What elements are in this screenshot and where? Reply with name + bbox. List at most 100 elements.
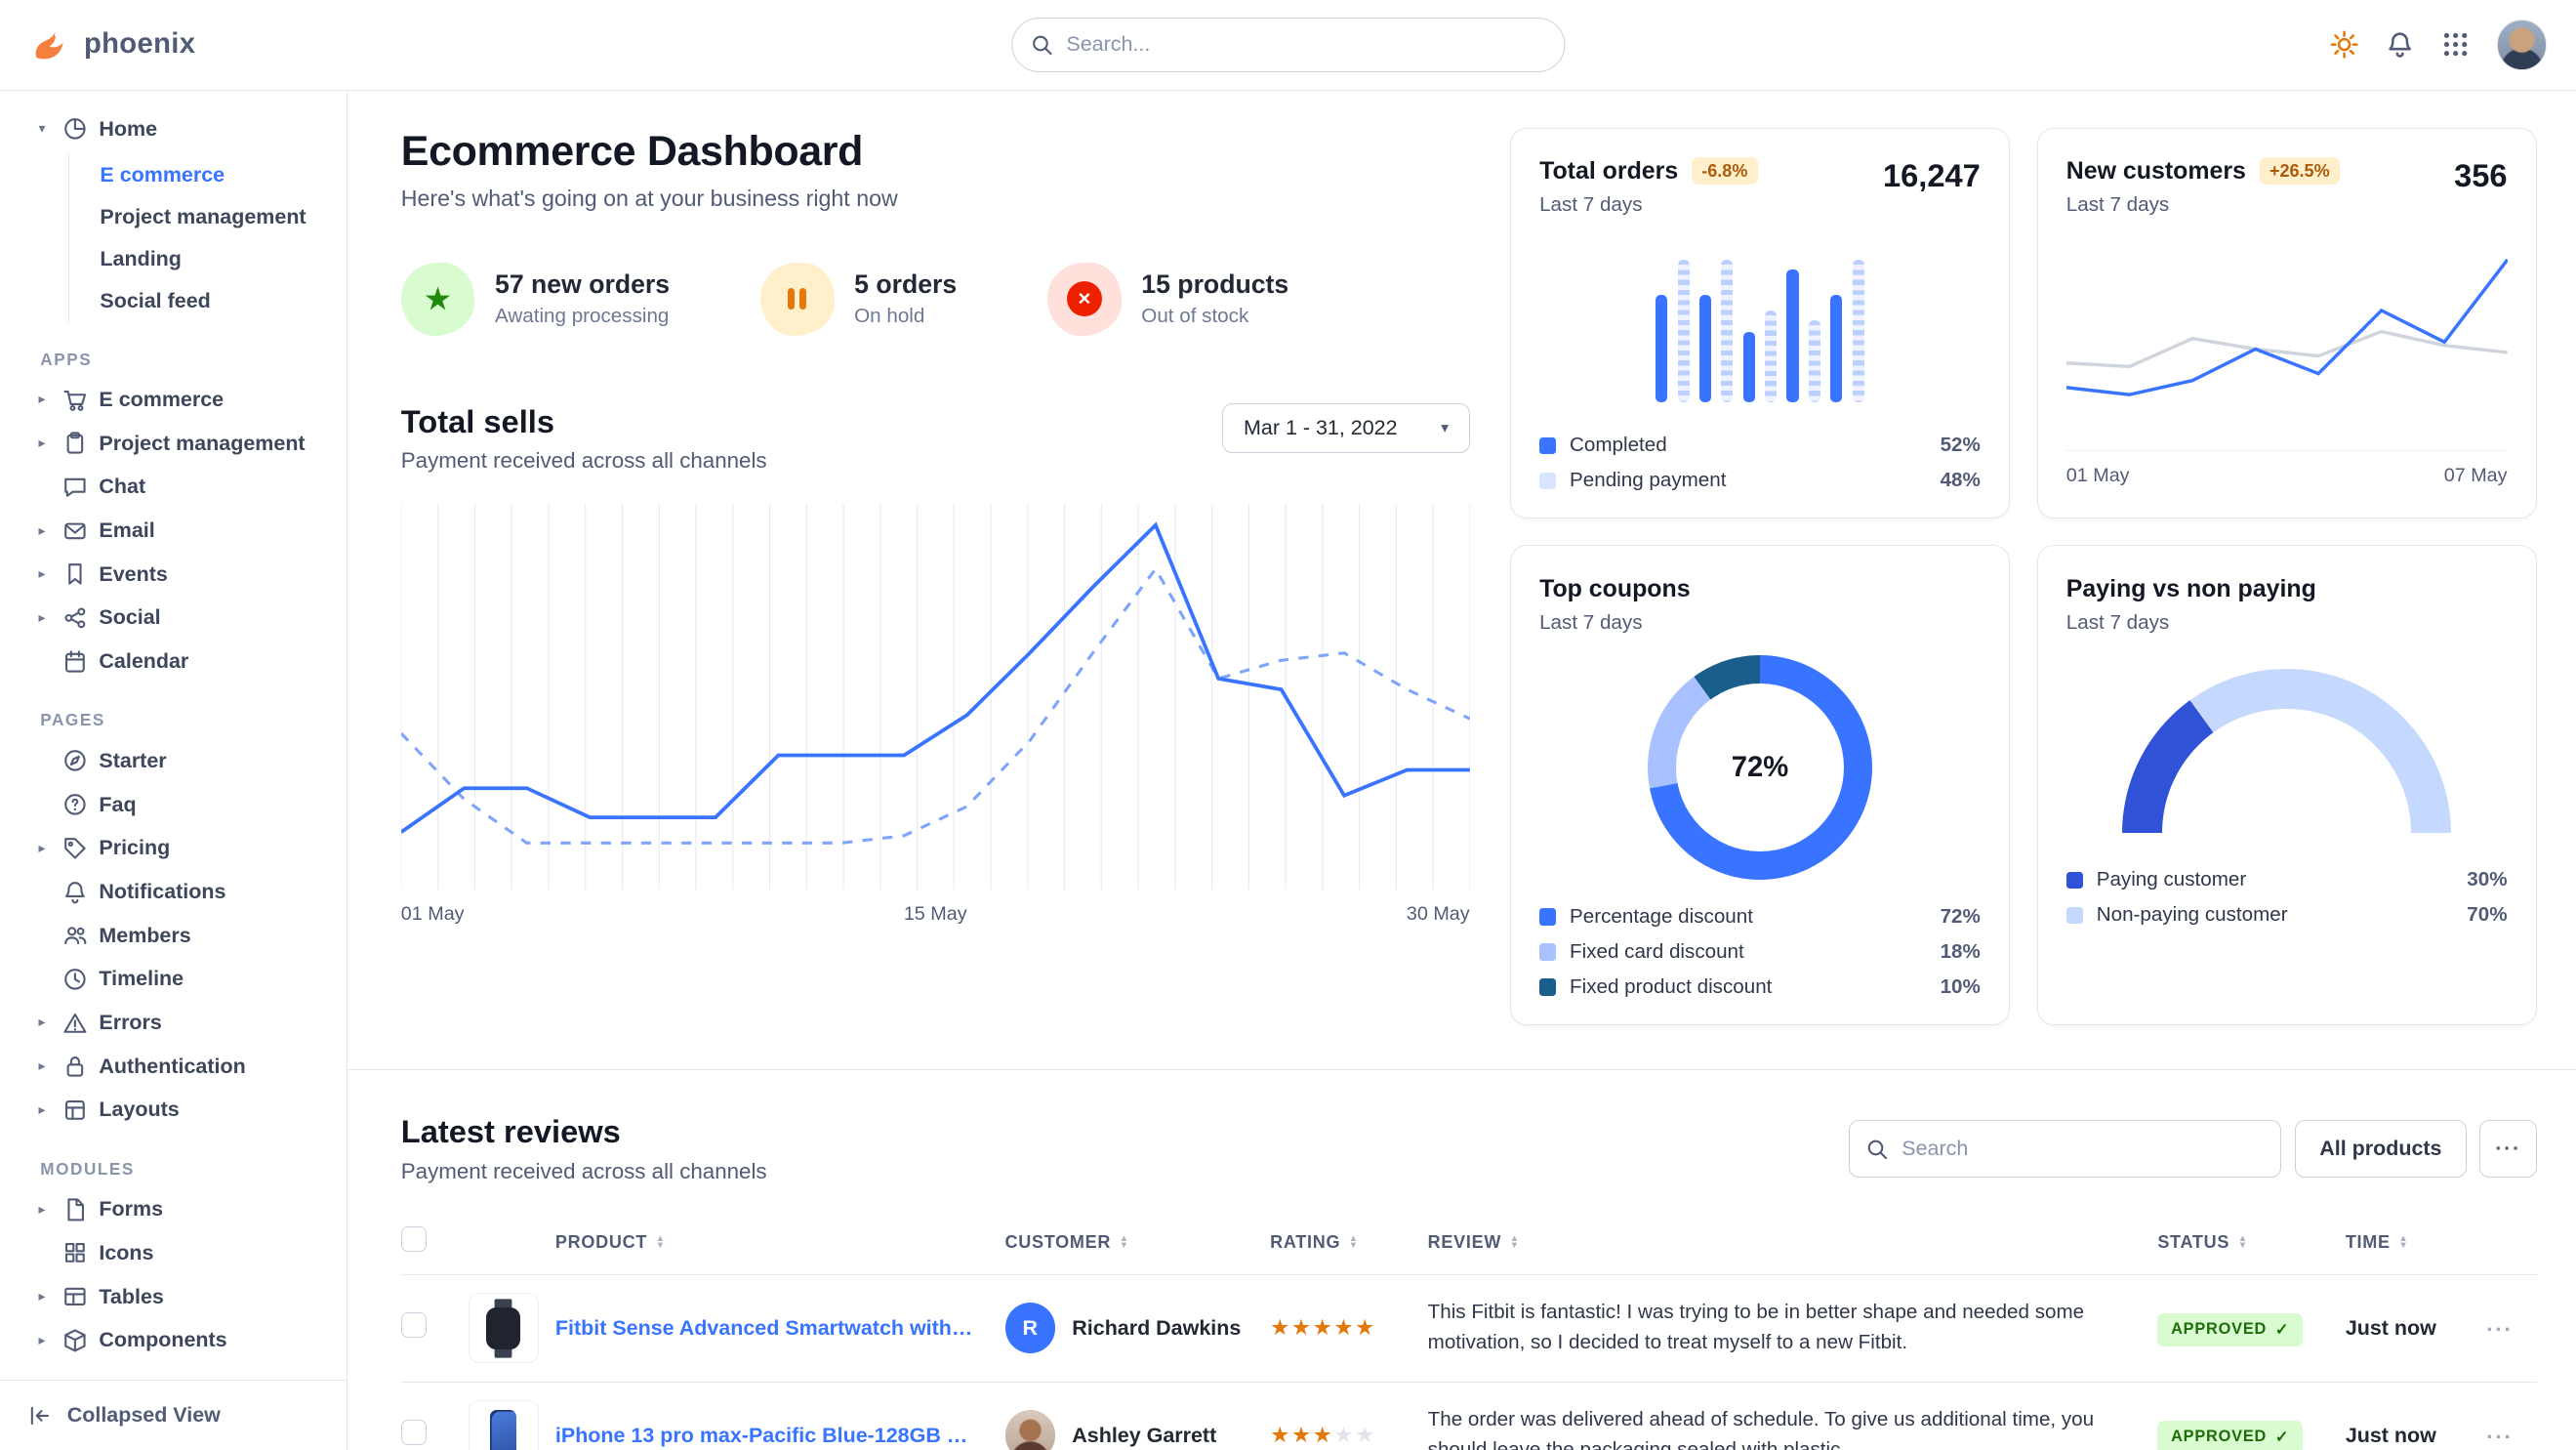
reviews-more-button[interactable]: ··· bbox=[2479, 1120, 2537, 1178]
time-value: Just now bbox=[2345, 1423, 2436, 1447]
row-checkbox[interactable] bbox=[400, 1419, 427, 1445]
apps-grid-icon bbox=[2441, 30, 2470, 59]
sidebar-item-landing[interactable]: Landing bbox=[100, 247, 182, 271]
product-link[interactable]: Fitbit Sense Advanced Smartwatch with To… bbox=[554, 1315, 1005, 1340]
sidebar-item-label: Layouts bbox=[99, 1098, 180, 1122]
column-header-review[interactable]: REVIEW ▲ ▼ bbox=[1427, 1231, 1520, 1252]
column-header-rating[interactable]: RATING ▲ ▼ bbox=[1270, 1231, 1359, 1252]
stat-orders-on-hold: 5 orders On hold bbox=[759, 262, 958, 337]
sidebar-item-starter[interactable]: Starter bbox=[23, 739, 333, 783]
tag-icon bbox=[62, 836, 88, 861]
file-icon bbox=[62, 1197, 88, 1222]
sidebar-item-events[interactable]: ▸ Events bbox=[23, 553, 333, 597]
brand-logo[interactable]: phoenix bbox=[30, 24, 195, 64]
sidebar-item-project-management[interactable]: Project management bbox=[100, 205, 307, 229]
total-orders-card: Total orders -6.8% Last 7 days 16,247 Co… bbox=[1509, 127, 2011, 518]
warning-icon bbox=[62, 1011, 88, 1036]
reviews-subtitle: Payment received across all channels bbox=[400, 1158, 767, 1183]
sidebar-item-social-feed[interactable]: Social feed bbox=[100, 289, 211, 313]
reviews-search-input[interactable] bbox=[1849, 1120, 2282, 1178]
stat-icon-blob: ★ bbox=[400, 262, 475, 337]
sidebar-item-label: Components bbox=[99, 1328, 227, 1352]
sidebar-item-label: Events bbox=[99, 561, 168, 586]
sidebar-item-forms[interactable]: ▸ Forms bbox=[23, 1187, 333, 1231]
collapsed-view-toggle[interactable]: Collapsed View bbox=[0, 1379, 347, 1450]
column-header-status[interactable]: STATUS ▲ ▼ bbox=[2157, 1231, 2248, 1252]
user-avatar[interactable] bbox=[2496, 20, 2548, 70]
sidebar-item-email[interactable]: ▸ Email bbox=[23, 509, 333, 553]
stat-caption: Out of stock bbox=[1141, 305, 1249, 328]
sidebar-item-errors[interactable]: ▸ Errors bbox=[23, 1001, 333, 1045]
sidebar-item-authentication[interactable]: ▸ Authentication bbox=[23, 1045, 333, 1089]
chevron-right-icon: ▸ bbox=[38, 392, 46, 407]
sidebar-item-tables[interactable]: ▸ Tables bbox=[23, 1275, 333, 1319]
sidebar-item-home[interactable]: ▾ Home bbox=[23, 107, 333, 151]
new-customers-card: New customers +26.5% Last 7 days 356 01 … bbox=[2036, 127, 2537, 518]
chevron-right-icon: ▸ bbox=[38, 1201, 46, 1217]
card-period: Last 7 days bbox=[2065, 611, 2170, 635]
sidebar-item-pricing[interactable]: ▸ Pricing bbox=[23, 826, 333, 870]
sidebar-item-label: Authentication bbox=[99, 1054, 246, 1078]
stat-value: 5 orders bbox=[854, 269, 958, 300]
select-all-checkbox[interactable] bbox=[400, 1226, 427, 1252]
column-header-product[interactable]: PRODUCT ▲ ▼ bbox=[554, 1231, 666, 1252]
sidebar-item-layouts[interactable]: ▸ Layouts bbox=[23, 1089, 333, 1133]
chevron-right-icon: ▸ bbox=[38, 609, 46, 625]
total-sells-title: Total sells bbox=[400, 402, 554, 439]
legend-item: Pending payment 48% bbox=[1539, 469, 1981, 492]
column-header-customer[interactable]: CUSTOMER ▲ ▼ bbox=[1004, 1231, 1129, 1252]
sidebar-item-components[interactable]: ▸ Components bbox=[23, 1318, 333, 1362]
sidebar-item-project-management-app[interactable]: ▸ Project management bbox=[23, 422, 333, 466]
sidebar-item-label: Project management bbox=[99, 431, 306, 455]
stat-out-of-stock: × 15 products Out of stock bbox=[1047, 262, 1288, 337]
clipboard-icon bbox=[62, 431, 88, 456]
sidebar-item-calendar[interactable]: Calendar bbox=[23, 640, 333, 684]
product-link[interactable]: iPhone 13 pro max-Pacific Blue-128GB sto… bbox=[554, 1423, 1005, 1447]
sort-icon: ▲ ▼ bbox=[1119, 1232, 1129, 1252]
sidebar-item-social[interactable]: ▸ Social bbox=[23, 597, 333, 641]
all-products-button[interactable]: All products bbox=[2295, 1120, 2467, 1178]
global-search-input[interactable] bbox=[1011, 17, 1566, 73]
sidebar-item-label: Timeline bbox=[99, 967, 184, 991]
x-label: 01 May bbox=[400, 903, 465, 926]
sidebar-item-label: Tables bbox=[99, 1284, 164, 1308]
top-coupons-card: Top coupons Last 7 days 72% Percentage d… bbox=[1509, 545, 2011, 1025]
notifications-button[interactable] bbox=[2386, 30, 2414, 59]
sidebar-item-members[interactable]: Members bbox=[23, 914, 333, 958]
new-customers-value: 356 bbox=[2454, 156, 2508, 193]
sidebar-item-label: Chat bbox=[99, 475, 146, 499]
cart-icon bbox=[62, 388, 88, 413]
total-sells-header: Total sells Payment received across all … bbox=[400, 402, 1470, 475]
row-actions-button[interactable]: ··· bbox=[2486, 1425, 2514, 1450]
bell-icon bbox=[62, 880, 88, 905]
chevron-right-icon: ▸ bbox=[38, 1101, 46, 1117]
sidebar-item-ecommerce-app[interactable]: ▸ E commerce bbox=[23, 378, 333, 422]
apps-grid-button[interactable] bbox=[2441, 30, 2470, 59]
change-badge: -6.8% bbox=[1691, 157, 1758, 186]
sidebar-item-faq[interactable]: Faq bbox=[23, 783, 333, 827]
sidebar: ▾ Home E commerce Project management Lan… bbox=[0, 90, 348, 1450]
question-icon bbox=[62, 792, 88, 817]
sidebar-item-chat[interactable]: Chat bbox=[23, 465, 333, 509]
sort-icon: ▲ ▼ bbox=[2237, 1232, 2248, 1252]
x-label: 01 May bbox=[2065, 465, 2130, 487]
star-icon: ★ bbox=[425, 283, 451, 315]
sidebar-item-notifications[interactable]: Notifications bbox=[23, 870, 333, 914]
sidebar-item-label: Social bbox=[99, 605, 161, 630]
product-image bbox=[468, 1400, 539, 1450]
chevron-down-icon: ▾ bbox=[38, 121, 46, 137]
row-actions-button[interactable]: ··· bbox=[2486, 1317, 2514, 1343]
sidebar-item-e-commerce[interactable]: E commerce bbox=[100, 163, 225, 187]
sidebar-item-icons[interactable]: Icons bbox=[23, 1231, 333, 1275]
column-header-time[interactable]: TIME ▲ ▼ bbox=[2345, 1231, 2409, 1252]
lock-icon bbox=[62, 1054, 88, 1079]
theme-toggle-button[interactable] bbox=[2330, 30, 2358, 59]
paying-card: Paying vs non paying Last 7 days Paying … bbox=[2036, 545, 2537, 1025]
card-title: Paying vs non paying bbox=[2065, 574, 2316, 602]
sidebar-item-timeline[interactable]: Timeline bbox=[23, 957, 333, 1001]
sidebar-item-label: Calendar bbox=[99, 649, 189, 674]
date-range-value: Mar 1 - 31, 2022 bbox=[1244, 415, 1398, 439]
legend-swatch bbox=[1539, 943, 1557, 961]
row-checkbox[interactable] bbox=[400, 1311, 427, 1338]
date-range-select[interactable]: Mar 1 - 31, 2022 ▾ bbox=[1222, 402, 1470, 453]
